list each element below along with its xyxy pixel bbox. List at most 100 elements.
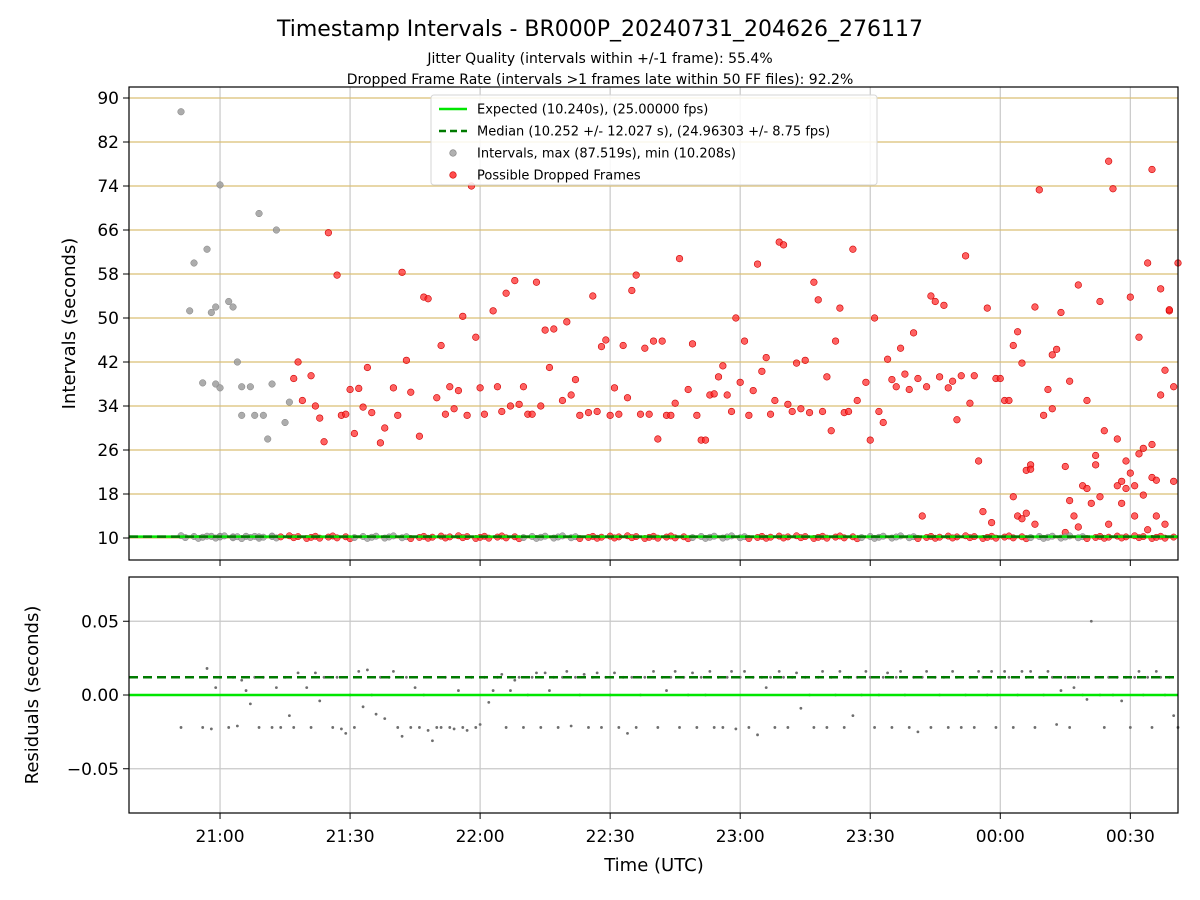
residual-point bbox=[782, 675, 785, 679]
residual-point bbox=[725, 675, 729, 679]
residual-point bbox=[309, 726, 313, 729]
residual-point bbox=[764, 686, 768, 690]
dropped-frame-point bbox=[1152, 512, 1160, 520]
residual-point bbox=[344, 731, 348, 735]
residual-point bbox=[730, 670, 733, 673]
dropped-frame-point bbox=[1096, 493, 1104, 501]
dropped-frame-point bbox=[1074, 281, 1082, 289]
legend-box bbox=[430, 94, 878, 186]
dropped-frame-point bbox=[563, 318, 571, 326]
dropped-frame-point bbox=[918, 512, 926, 520]
x-tick-label: 00:30 bbox=[1106, 827, 1155, 847]
dropped-frame-point bbox=[745, 411, 753, 419]
dropped-frame-point bbox=[671, 399, 679, 407]
interval-point bbox=[264, 435, 272, 443]
residual-point bbox=[548, 689, 551, 692]
dropped-frame-point bbox=[961, 252, 970, 260]
residual-point bbox=[179, 726, 183, 729]
dropped-frame-point bbox=[290, 374, 298, 383]
residual-point bbox=[851, 714, 855, 718]
residual-point bbox=[695, 726, 699, 729]
residual-point bbox=[535, 671, 538, 675]
dropped-frame-point bbox=[294, 358, 302, 366]
dropped-frame-point bbox=[1083, 396, 1091, 405]
residual-point bbox=[899, 670, 902, 673]
dropped-frame-point bbox=[342, 410, 350, 418]
dropped-frame-point bbox=[879, 418, 887, 427]
residual-point bbox=[699, 675, 703, 679]
residual-point bbox=[617, 726, 621, 729]
residual-point bbox=[366, 668, 369, 672]
residual-point bbox=[357, 670, 361, 673]
residual-point bbox=[916, 730, 920, 734]
residual-point bbox=[1120, 699, 1124, 703]
dropped-frame-point bbox=[636, 410, 645, 418]
dropped-frame-point bbox=[463, 411, 471, 419]
residual-point bbox=[972, 726, 976, 729]
residual-point bbox=[1146, 675, 1150, 679]
dropped-frame-point bbox=[849, 245, 857, 253]
dropped-frame-point bbox=[350, 429, 359, 438]
dropped-frame-point bbox=[693, 411, 701, 419]
residual-point bbox=[894, 675, 898, 679]
residual-point bbox=[881, 675, 885, 679]
residual-point bbox=[205, 667, 209, 670]
residual-point bbox=[821, 670, 824, 673]
residual-point bbox=[279, 726, 283, 729]
dropped-frame-point bbox=[576, 411, 584, 419]
dropped-frame-point bbox=[1018, 515, 1026, 523]
dropped-frame-point bbox=[801, 356, 809, 364]
residual-point bbox=[1033, 726, 1037, 729]
x-tick-label: 22:30 bbox=[586, 827, 635, 847]
residual-point bbox=[574, 675, 577, 679]
residual-point bbox=[673, 670, 677, 673]
dropped-frame-point bbox=[1170, 383, 1178, 391]
dropped-frame-point bbox=[584, 409, 593, 417]
dropped-frame-point bbox=[1161, 366, 1169, 374]
dropped-frame-point bbox=[1126, 293, 1134, 301]
dropped-frame-point bbox=[853, 396, 861, 405]
dropped-frame-point bbox=[1135, 450, 1143, 458]
dropped-frame-point bbox=[970, 372, 978, 380]
residual-point bbox=[287, 714, 291, 718]
chart-subtitle-dropped: Dropped Frame Rate (intervals >1 frames … bbox=[347, 72, 854, 88]
dropped-frame-point bbox=[1022, 509, 1030, 517]
dropped-frame-point bbox=[1014, 328, 1022, 336]
residual-point bbox=[517, 675, 521, 679]
dropped-frame-point bbox=[1070, 512, 1078, 520]
x-tick-label: 21:30 bbox=[326, 827, 375, 847]
dropped-frame-point bbox=[480, 410, 489, 418]
intervals-y-tick-label: 34 bbox=[97, 397, 119, 417]
dropped-frame-point bbox=[1118, 477, 1126, 485]
residual-point bbox=[439, 726, 443, 729]
residual-point bbox=[487, 700, 491, 704]
residual-point bbox=[270, 726, 274, 729]
dropped-frame-point bbox=[654, 435, 662, 443]
residual-point bbox=[522, 726, 525, 729]
chart-title: Timestamp Intervals - BR000P_20240731_20… bbox=[276, 17, 923, 42]
residual-point bbox=[626, 731, 629, 735]
residual-point bbox=[435, 726, 439, 729]
dropped-frame-point bbox=[511, 277, 519, 285]
residual-point bbox=[244, 689, 248, 692]
residual-point bbox=[201, 726, 205, 729]
dropped-frame-point bbox=[528, 410, 536, 418]
dropped-frame-point bbox=[788, 407, 796, 416]
interval-point bbox=[199, 379, 207, 387]
residual-point bbox=[340, 727, 343, 731]
dropped-frame-point bbox=[1061, 462, 1069, 471]
dropped-frame-point bbox=[446, 383, 454, 391]
interval-point bbox=[212, 303, 220, 311]
residual-point bbox=[565, 670, 569, 673]
dropped-frame-point bbox=[727, 407, 736, 416]
dropped-frame-point bbox=[866, 436, 874, 444]
residual-point bbox=[461, 726, 465, 729]
dropped-frame-point bbox=[550, 325, 558, 333]
interval-point bbox=[281, 418, 289, 427]
interval-point bbox=[238, 383, 246, 391]
residuals-y-tick-label: −0.05 bbox=[67, 760, 119, 780]
dropped-frame-point bbox=[844, 407, 853, 416]
residual-point bbox=[383, 717, 387, 720]
dropped-frame-point bbox=[376, 439, 385, 447]
residual-point bbox=[1011, 726, 1015, 729]
